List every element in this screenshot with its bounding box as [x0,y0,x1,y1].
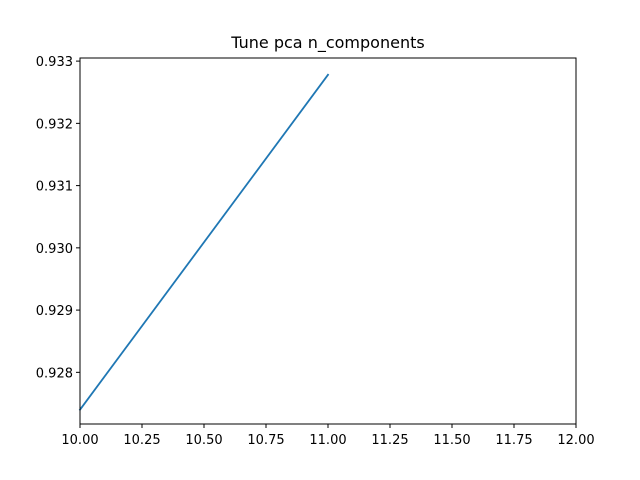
y-axis: 0.928 0.929 0.930 0.931 0.932 0.933 [36,55,80,381]
axes-frame [79,57,577,425]
x-tick-label: 12.00 [557,433,594,448]
y-tick-label: 0.933 [36,55,73,70]
chart-title: Tune pca n_components [230,33,424,53]
x-tick-label: 10.50 [185,433,222,448]
x-tick-label: 11.00 [309,433,346,448]
x-tick-label: 10.75 [247,433,284,448]
series-line [78,73,330,411]
x-tick-label: 11.75 [495,433,532,448]
y-tick-label: 0.929 [36,304,73,319]
y-tick-label: 0.932 [36,117,73,132]
plot-area [78,73,330,411]
x-tick-label: 11.25 [371,433,408,448]
y-tick-label: 0.930 [36,242,73,257]
y-tick-label: 0.928 [36,366,73,381]
y-tick-label: 0.931 [36,180,73,195]
x-tick-label: 10.00 [61,433,98,448]
x-tick-label: 11.50 [433,433,470,448]
x-tick-label: 10.25 [123,433,160,448]
x-axis: 10.00 10.25 10.50 10.75 11.00 11.25 11.50 11.75… [61,424,595,448]
